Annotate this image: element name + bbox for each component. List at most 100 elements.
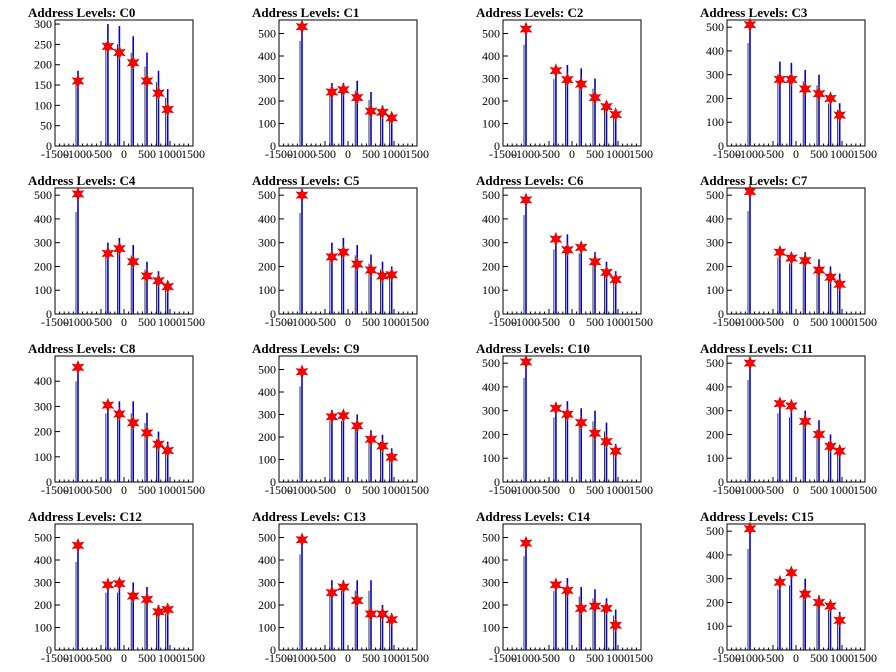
star-marker bbox=[561, 242, 574, 258]
star-marker bbox=[743, 521, 757, 537]
x-tick-label: 0 bbox=[345, 147, 351, 161]
star-marker bbox=[337, 244, 350, 260]
star-marker bbox=[824, 439, 837, 454]
x-tick-label: 500 bbox=[362, 483, 380, 497]
y-tick-label: 100 bbox=[706, 451, 724, 465]
x-tick-label: -1500 bbox=[265, 147, 293, 161]
y-tick-label: 200 bbox=[706, 259, 724, 273]
x-tick-label: 1500 bbox=[181, 483, 205, 497]
x-tick-label: 0 bbox=[793, 651, 799, 665]
x-tick-label: -1500 bbox=[41, 483, 69, 497]
y-tick-label: 300 bbox=[482, 576, 500, 590]
y-tick-label: 500 bbox=[258, 27, 276, 41]
star-marker bbox=[113, 45, 126, 60]
chart-title: Address Levels: C13 bbox=[252, 509, 366, 524]
x-tick-label: 1500 bbox=[629, 147, 653, 161]
star-marker bbox=[350, 593, 364, 608]
x-tick-label: 500 bbox=[586, 147, 604, 161]
x-tick-label: -1500 bbox=[41, 315, 69, 329]
star-marker bbox=[325, 249, 339, 265]
x-tick-label: 0 bbox=[121, 147, 127, 161]
y-tick-label: 400 bbox=[258, 212, 276, 226]
y-tick-label: 0 bbox=[270, 475, 276, 489]
x-tick-label: -1000 bbox=[64, 483, 92, 497]
star-marker bbox=[71, 360, 85, 375]
y-tick-label: 500 bbox=[34, 531, 52, 545]
star-marker bbox=[140, 268, 154, 284]
x-tick-label: 1500 bbox=[181, 315, 205, 329]
y-tick-label: 400 bbox=[34, 212, 52, 226]
chart-panel-c14: 0 100 200 300 400 500 -1500 -1000 -500 0 500 1000 15… bbox=[448, 504, 672, 672]
y-tick-label: 400 bbox=[706, 212, 724, 226]
star-marker bbox=[101, 39, 115, 54]
y-tick-label: 200 bbox=[482, 427, 500, 441]
x-tick-label: 0 bbox=[569, 147, 575, 161]
star-marker bbox=[71, 538, 85, 553]
x-tick-label: -500 bbox=[538, 147, 560, 161]
x-tick-label: -500 bbox=[762, 483, 784, 497]
y-tick-label: 400 bbox=[706, 380, 724, 394]
y-tick-label: 500 bbox=[258, 188, 276, 202]
star-marker bbox=[785, 72, 798, 87]
x-tick-label: -500 bbox=[538, 483, 560, 497]
star-marker bbox=[519, 535, 533, 551]
chart-panel-c1: 0 100 200 300 400 500 -1500 -1000 -500 0 500 1000 15… bbox=[224, 0, 448, 168]
star-marker bbox=[812, 427, 826, 442]
x-tick-label: -500 bbox=[314, 147, 336, 161]
x-tick-label: -1000 bbox=[64, 147, 92, 161]
x-tick-label: 1500 bbox=[629, 651, 653, 665]
chart-title: Address Levels: C7 bbox=[700, 173, 808, 188]
x-tick-label: 1000 bbox=[606, 651, 630, 665]
x-tick-label: 1000 bbox=[830, 315, 854, 329]
star-marker bbox=[295, 187, 309, 203]
x-tick-label: -1000 bbox=[736, 483, 764, 497]
star-marker bbox=[574, 240, 588, 255]
star-marker bbox=[519, 192, 533, 208]
x-tick-label: -500 bbox=[538, 315, 560, 329]
x-tick-label: -500 bbox=[314, 483, 336, 497]
star-marker bbox=[824, 91, 837, 106]
y-tick-label: 200 bbox=[258, 430, 276, 444]
chart-title: Address Levels: C12 bbox=[28, 509, 142, 524]
x-tick-label: 0 bbox=[569, 651, 575, 665]
x-tick-label: -1000 bbox=[64, 651, 92, 665]
star-marker bbox=[785, 250, 798, 266]
y-tick-label: 200 bbox=[482, 259, 500, 273]
chart-panel-c12: 0 100 200 300 400 500 -1500 -1000 -500 0 500 1000 15… bbox=[0, 504, 224, 672]
star-marker bbox=[773, 396, 787, 411]
y-tick-label: 100 bbox=[34, 283, 52, 297]
y-tick-label: 200 bbox=[34, 425, 52, 439]
star-marker bbox=[325, 585, 339, 600]
star-marker bbox=[785, 565, 798, 581]
star-marker bbox=[812, 595, 826, 610]
y-tick-label: 300 bbox=[706, 404, 724, 418]
x-tick-label: 500 bbox=[138, 483, 156, 497]
star-marker bbox=[140, 425, 154, 441]
star-marker bbox=[364, 606, 378, 622]
star-marker bbox=[126, 415, 140, 431]
chart-svg: 0 50 100 150 200 250 300 -1500-1000-500 0 500 1000… bbox=[34, 17, 205, 161]
x-tick-label: 1000 bbox=[606, 315, 630, 329]
x-tick-label: 1500 bbox=[629, 315, 653, 329]
chart-title: Address Levels: C11 bbox=[700, 341, 814, 356]
x-tick-label: 0 bbox=[569, 315, 575, 329]
y-tick-label: 0 bbox=[494, 307, 500, 321]
x-tick-label: 0 bbox=[345, 483, 351, 497]
star-marker bbox=[325, 84, 339, 100]
star-marker bbox=[743, 17, 757, 33]
x-tick-label: -1500 bbox=[489, 315, 517, 329]
x-tick-label: -1000 bbox=[288, 315, 316, 329]
x-tick-label: 0 bbox=[793, 483, 799, 497]
star-marker bbox=[588, 254, 602, 270]
y-tick-label: 0 bbox=[46, 475, 52, 489]
chart-title: Address Levels: C15 bbox=[700, 509, 814, 524]
y-tick-label: 300 bbox=[482, 236, 500, 250]
x-tick-label: 1000 bbox=[158, 483, 182, 497]
star-marker bbox=[126, 55, 140, 71]
y-tick-label: 0 bbox=[718, 475, 724, 489]
